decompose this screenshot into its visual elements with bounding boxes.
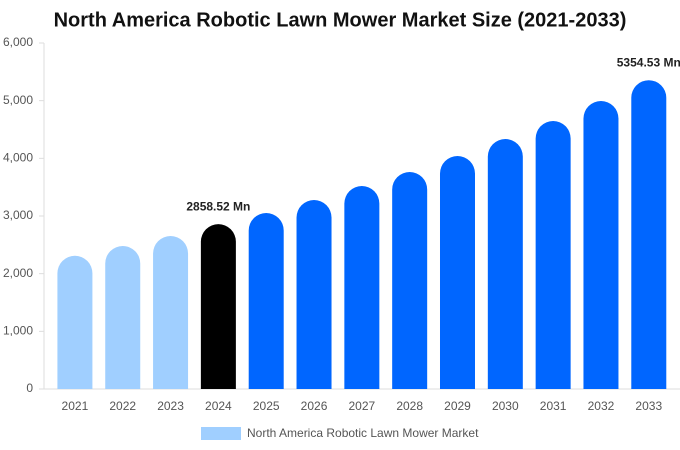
x-tick-label: 2031 bbox=[540, 399, 567, 413]
legend-label: North America Robotic Lawn Mower Market bbox=[247, 426, 479, 440]
y-tick-label: 2,000 bbox=[3, 266, 33, 280]
legend-swatch bbox=[201, 427, 241, 440]
y-tick-label: 0 bbox=[26, 381, 33, 395]
bar bbox=[392, 172, 428, 389]
y-tick-label: 6,000 bbox=[3, 35, 33, 49]
x-tick-label: 2023 bbox=[157, 399, 184, 413]
x-tick-label: 2021 bbox=[62, 399, 89, 413]
bar bbox=[583, 101, 619, 389]
y-tick-label: 1,000 bbox=[3, 324, 33, 338]
x-tick-label: 2022 bbox=[109, 399, 136, 413]
bar bbox=[487, 139, 523, 389]
data-label: 5354.53 Mn bbox=[617, 55, 680, 69]
bar bbox=[57, 255, 93, 389]
bar bbox=[153, 236, 189, 389]
x-tick-label: 2025 bbox=[253, 399, 280, 413]
y-tick-label: 3,000 bbox=[3, 208, 33, 222]
bar bbox=[105, 245, 141, 389]
data-label: 2858.52 Mn bbox=[186, 199, 250, 213]
x-tick-label: 2028 bbox=[396, 399, 423, 413]
x-tick-label: 2033 bbox=[635, 399, 662, 413]
x-tick-label: 2024 bbox=[205, 399, 232, 413]
bar bbox=[344, 186, 380, 389]
x-tick-label: 2030 bbox=[492, 399, 519, 413]
bar bbox=[200, 224, 236, 389]
bar bbox=[439, 156, 475, 389]
bar bbox=[631, 80, 667, 389]
x-tick-label: 2032 bbox=[588, 399, 615, 413]
x-tick-label: 2029 bbox=[444, 399, 471, 413]
y-tick-label: 5,000 bbox=[3, 93, 33, 107]
y-tick-label: 4,000 bbox=[3, 151, 33, 165]
bar bbox=[248, 213, 284, 389]
bar bbox=[535, 121, 571, 389]
chart-title: North America Robotic Lawn Mower Market … bbox=[54, 9, 627, 31]
x-tick-label: 2027 bbox=[348, 399, 375, 413]
bar bbox=[296, 200, 332, 389]
x-tick-label: 2026 bbox=[301, 399, 328, 413]
